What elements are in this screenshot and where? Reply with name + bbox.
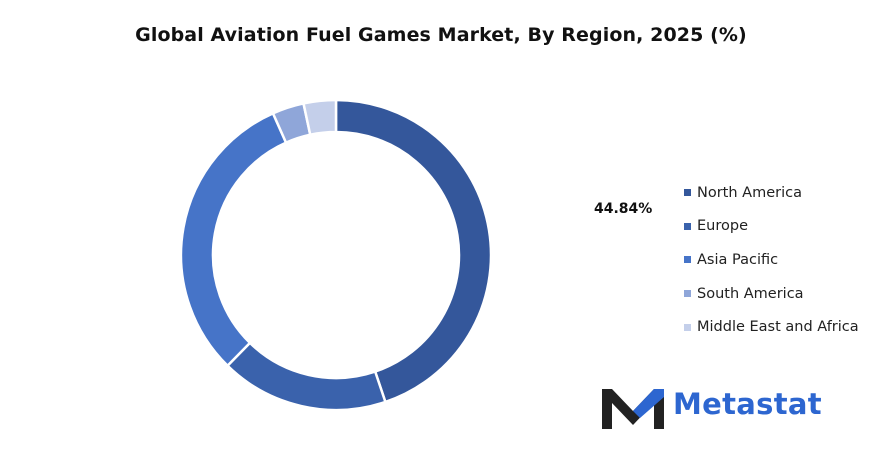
legend-swatch — [684, 256, 691, 264]
legend-swatch — [684, 290, 691, 298]
legend-label: South America — [697, 285, 804, 302]
legend-label: Middle East and Africa — [697, 319, 859, 336]
donut-slice-asia-pacific — [179, 111, 288, 368]
legend-item-asia-pacific: Asia Pacific — [684, 243, 859, 277]
legend-label: North America — [697, 184, 802, 201]
legend-item-south-america: South America — [684, 277, 859, 311]
legend-label: Europe — [697, 218, 748, 235]
legend-swatch — [684, 222, 691, 230]
legend-label: Asia Pacific — [697, 251, 779, 268]
metastat-logo: Metastat — [600, 383, 860, 433]
legend-item-north-america: North America — [684, 176, 859, 210]
donut-slice-north-america — [334, 98, 493, 404]
donut-slice-middle-east-and-africa — [302, 98, 338, 137]
legend-item-middle-east-and-africa: Middle East and Africa — [684, 310, 859, 344]
legend-swatch — [684, 189, 691, 197]
metastat-m-logo-icon — [602, 389, 664, 429]
donut-slice-europe — [225, 341, 387, 412]
chart-title: Global Aviation Fuel Games Market, By Re… — [135, 24, 747, 46]
logo-text: Metastat — [673, 387, 822, 421]
data-label-north-america: 44.84% — [594, 201, 653, 217]
chart-legend: North America Europe Asia Pacific South … — [684, 176, 859, 344]
legend-swatch — [684, 323, 691, 331]
legend-item-europe: Europe — [684, 210, 859, 244]
